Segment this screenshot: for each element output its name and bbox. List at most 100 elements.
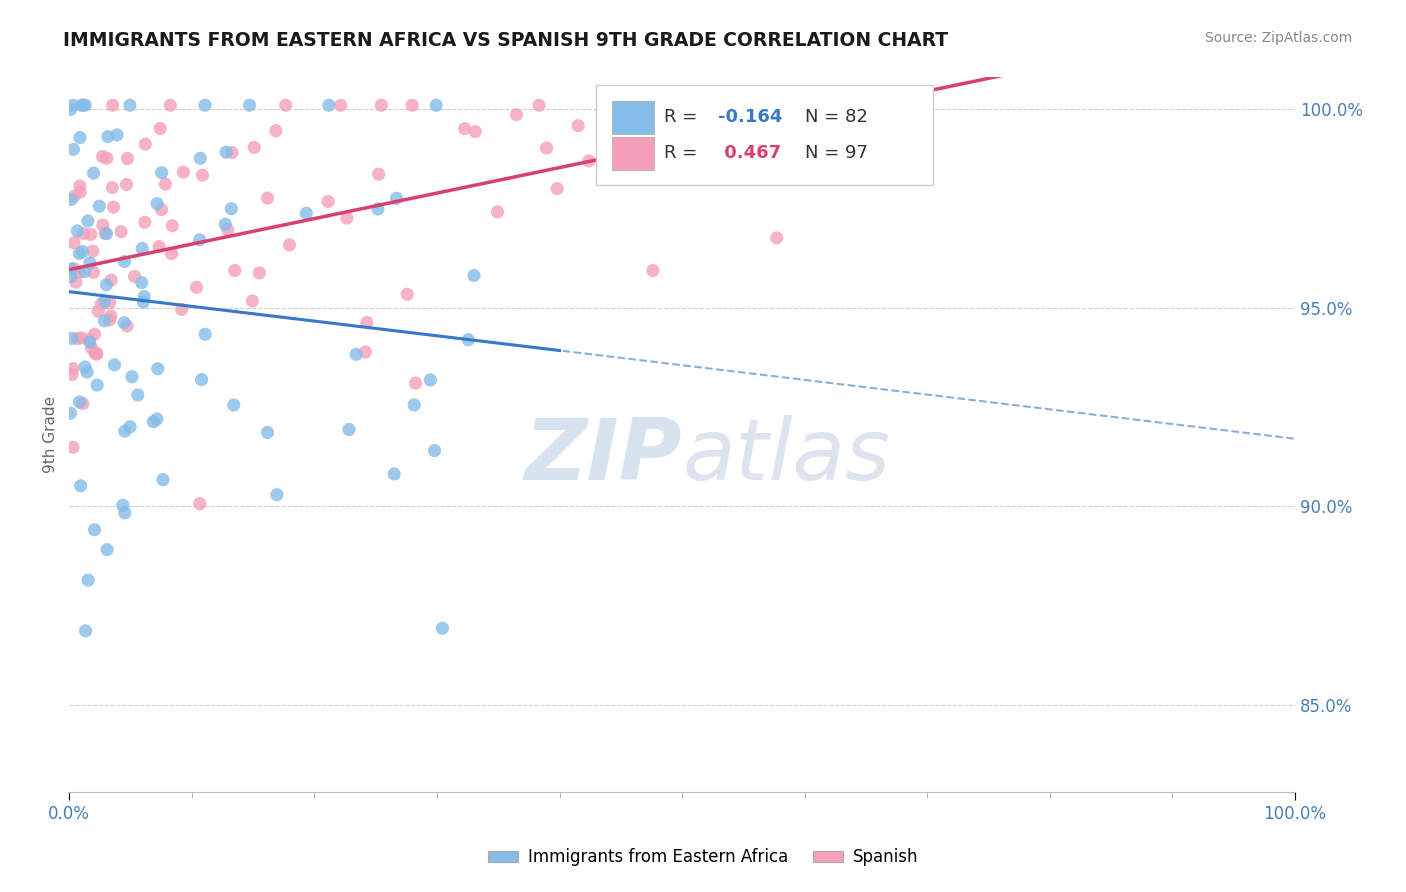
Point	[149, 121, 172, 136]
Point	[249, 266, 271, 280]
Point	[527, 98, 550, 112]
Point	[162, 219, 184, 233]
Point	[75, 360, 97, 375]
Point	[367, 167, 389, 181]
Point	[759, 98, 782, 112]
Point	[91, 218, 114, 232]
Point	[62, 440, 84, 454]
Point	[295, 206, 318, 220]
Point	[76, 365, 98, 379]
Point	[80, 227, 103, 242]
Point	[103, 200, 125, 214]
Point	[274, 98, 297, 112]
Point	[83, 523, 105, 537]
Point	[370, 98, 392, 112]
FancyBboxPatch shape	[596, 85, 934, 185]
Point	[69, 479, 91, 493]
Point	[62, 98, 84, 112]
Point	[405, 376, 427, 391]
Point	[75, 98, 97, 112]
Point	[59, 269, 82, 284]
Text: R =: R =	[664, 109, 703, 127]
Text: N = 97: N = 97	[804, 145, 868, 162]
Point	[84, 346, 107, 360]
Point	[612, 98, 634, 112]
Text: IMMIGRANTS FROM EASTERN AFRICA VS SPANISH 9TH GRADE CORRELATION CHART: IMMIGRANTS FROM EASTERN AFRICA VS SPANIS…	[63, 31, 949, 50]
Point	[737, 98, 759, 112]
Point	[278, 238, 301, 252]
Point	[114, 424, 136, 438]
Point	[425, 98, 447, 112]
Point	[83, 327, 105, 342]
Text: N = 82: N = 82	[804, 109, 868, 127]
Point	[578, 153, 600, 168]
Text: -0.164: -0.164	[717, 109, 782, 127]
Point	[256, 191, 278, 205]
Point	[66, 224, 89, 238]
Point	[131, 241, 153, 255]
Point	[66, 332, 89, 346]
Point	[336, 211, 359, 225]
Point	[316, 194, 339, 209]
Point	[401, 98, 423, 112]
Point	[86, 346, 108, 360]
Point	[215, 145, 238, 160]
Point	[240, 293, 263, 308]
Point	[567, 119, 589, 133]
Point	[344, 347, 367, 361]
Point	[114, 506, 136, 520]
Point	[354, 345, 377, 359]
Point	[93, 314, 115, 328]
Point	[77, 573, 100, 587]
Point	[150, 202, 173, 217]
Point	[93, 294, 115, 309]
Point	[329, 98, 352, 112]
Point	[90, 297, 112, 311]
Point	[127, 388, 149, 402]
Point	[59, 406, 82, 420]
Point	[194, 98, 217, 112]
Text: Source: ZipAtlas.com: Source: ZipAtlas.com	[1205, 31, 1353, 45]
Point	[132, 295, 155, 310]
Point	[79, 334, 101, 349]
Point	[463, 268, 485, 283]
Point	[464, 125, 486, 139]
Text: ZIP: ZIP	[524, 415, 682, 498]
Point	[62, 142, 84, 156]
Point	[82, 265, 104, 279]
Point	[72, 227, 94, 241]
Text: atlas: atlas	[682, 415, 890, 498]
Point	[683, 119, 706, 133]
Point	[96, 542, 118, 557]
Point	[221, 145, 243, 160]
Point	[69, 179, 91, 194]
Point	[146, 361, 169, 376]
Point	[70, 331, 93, 345]
Point	[356, 316, 378, 330]
Point	[134, 137, 156, 152]
Point	[69, 130, 91, 145]
Point	[152, 473, 174, 487]
Point	[238, 98, 260, 112]
Point	[67, 246, 90, 260]
Point	[112, 316, 135, 330]
Point	[117, 152, 139, 166]
Point	[224, 263, 246, 277]
Point	[62, 361, 84, 376]
Point	[214, 217, 236, 231]
Point	[243, 140, 266, 154]
Point	[783, 113, 806, 128]
Point	[94, 227, 117, 241]
Point	[172, 165, 194, 179]
Point	[86, 347, 108, 361]
Point	[190, 373, 212, 387]
Point	[318, 98, 340, 112]
Point	[98, 313, 121, 327]
Point	[453, 121, 475, 136]
Point	[63, 189, 86, 203]
Point	[337, 422, 360, 436]
Point	[266, 488, 288, 502]
Point	[112, 254, 135, 268]
Point	[101, 180, 124, 194]
FancyBboxPatch shape	[612, 136, 654, 169]
